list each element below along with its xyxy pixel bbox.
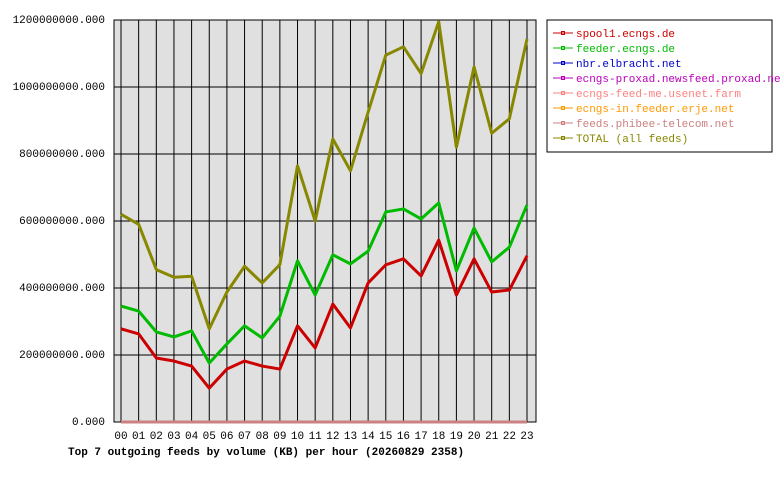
legend-label: nbr.elbracht.net — [576, 59, 682, 71]
chart-title: Top 7 outgoing feeds by volume (KB) per … — [68, 447, 464, 459]
series-line — [120, 238, 529, 390]
legend-label: TOTAL (all feeds) — [576, 134, 688, 146]
legend-label: ecngs-feed-me.usenet.farm — [576, 89, 741, 101]
legend-marker — [561, 121, 565, 125]
y-tick-label: 600000000.000 — [19, 216, 105, 228]
legend-label: spool1.ecngs.de — [576, 29, 675, 41]
x-tick-label: 13 — [344, 431, 357, 443]
x-tick-label: 09 — [273, 431, 286, 443]
x-tick-label: 00 — [114, 431, 127, 443]
x-tick-label: 06 — [220, 431, 233, 443]
x-tick-label: 01 — [132, 431, 146, 443]
x-tick-label: 11 — [309, 431, 323, 443]
legend-marker — [561, 61, 565, 65]
y-tick-label: 0.000 — [72, 417, 105, 429]
x-tick-label: 18 — [432, 431, 445, 443]
x-tick-label: 08 — [256, 431, 269, 443]
x-tick-label: 03 — [167, 431, 180, 443]
legend-marker — [561, 106, 565, 110]
x-tick-label: 07 — [238, 431, 251, 443]
legend-marker — [561, 91, 565, 95]
y-tick-label: 1200000000.000 — [13, 15, 105, 27]
y-tick-label: 800000000.000 — [19, 149, 105, 161]
x-tick-label: 17 — [414, 431, 427, 443]
x-tick-label: 04 — [185, 431, 199, 443]
legend-label: ecngs-in.feeder.erje.net — [576, 104, 734, 116]
x-tick-label: 16 — [397, 431, 410, 443]
legend-label: feeder.ecngs.de — [576, 44, 675, 56]
legend-marker — [561, 46, 565, 50]
legend-marker — [561, 136, 565, 140]
x-tick-label: 21 — [485, 431, 499, 443]
series-line — [120, 201, 529, 365]
x-tick-label: 12 — [326, 431, 339, 443]
x-tick-label: 22 — [503, 431, 516, 443]
y-tick-label: 400000000.000 — [19, 283, 105, 295]
x-tick-label: 02 — [150, 431, 163, 443]
x-tick-label: 23 — [520, 431, 533, 443]
legend-label: ecngs-proxad.newsfeed.proxad.net — [576, 74, 780, 86]
x-tick-label: 10 — [291, 431, 304, 443]
legend-marker — [561, 31, 565, 35]
x-tick-label: 05 — [203, 431, 216, 443]
x-tick-label: 19 — [450, 431, 463, 443]
legend-label: feeds.phibee-telecom.net — [576, 119, 734, 131]
x-tick-label: 20 — [467, 431, 480, 443]
series-line — [120, 20, 529, 331]
y-tick-label: 200000000.000 — [19, 350, 105, 362]
x-tick-label: 14 — [362, 431, 376, 443]
legend-marker — [561, 76, 565, 80]
y-tick-label: 1000000000.000 — [13, 82, 105, 94]
legend-box — [546, 19, 773, 153]
x-tick-label: 15 — [379, 431, 392, 443]
